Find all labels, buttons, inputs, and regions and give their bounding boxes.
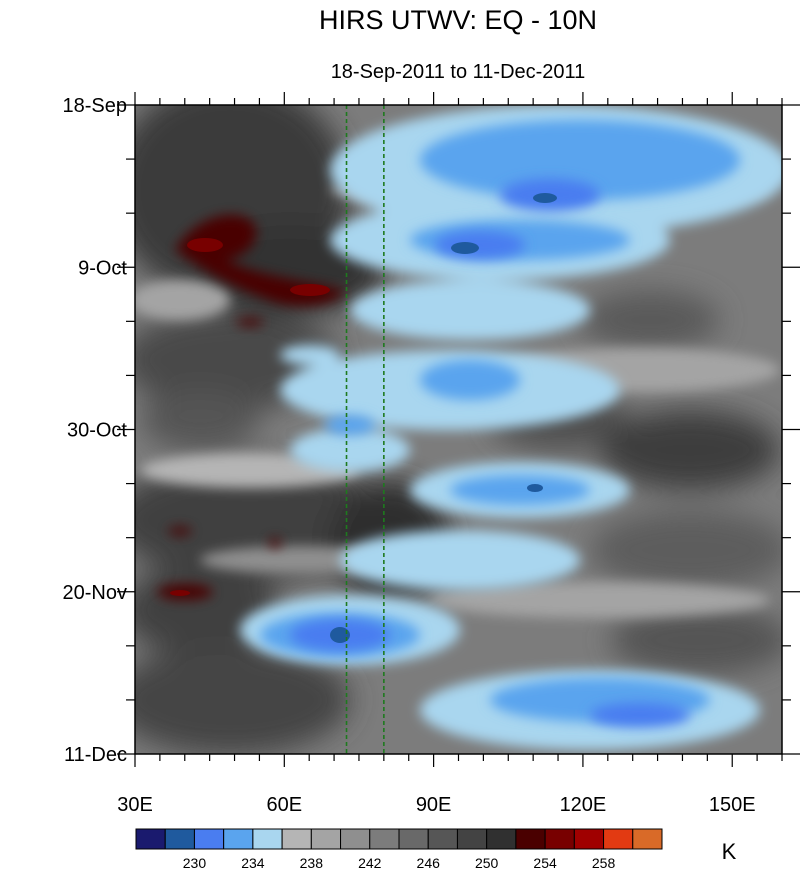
y-axis: 18-Sep 9-Oct 30-Oct 20-Nov 11-Dec bbox=[63, 95, 800, 766]
colorbar-swatch bbox=[486, 828, 517, 850]
x-tick-label: 60E bbox=[267, 794, 303, 816]
colorbar-label: 234 bbox=[241, 855, 265, 869]
colorbar-swatch bbox=[515, 828, 546, 850]
colorbar-swatch bbox=[164, 828, 195, 850]
colorbar-swatch bbox=[310, 828, 342, 850]
colorbar-swatch bbox=[135, 828, 166, 850]
y-tick-label: 11-Dec bbox=[64, 744, 127, 766]
colorbar-swatch bbox=[252, 828, 283, 850]
x-axis: 30E 60E 90E 120E 150E bbox=[117, 92, 783, 816]
x-tick-label: 90E bbox=[416, 794, 452, 816]
reference-lines bbox=[345, 105, 385, 754]
y-tick-label: 20-Nov bbox=[63, 582, 127, 604]
colorbar-label: 246 bbox=[417, 855, 441, 869]
colorbar-swatch bbox=[573, 828, 605, 850]
x-tick-label: 120E bbox=[560, 794, 607, 816]
colorbar-swatch bbox=[281, 828, 312, 850]
colorbar-swatch bbox=[193, 828, 225, 850]
y-tick-label: 9-Oct bbox=[78, 257, 127, 279]
colorbar-label: 250 bbox=[475, 855, 499, 869]
y-tick-label: 18-Sep bbox=[63, 95, 128, 117]
colorbar-swatch bbox=[340, 828, 371, 850]
colorbar-swatch bbox=[632, 828, 663, 850]
colorbar-swatch bbox=[369, 828, 400, 850]
moist-region-extreme bbox=[330, 193, 557, 643]
colorbar-swatch bbox=[427, 828, 458, 850]
colorbar-swatch bbox=[398, 828, 429, 850]
chart-subtitle: 18-Sep-2011 to 11-Dec-2011 bbox=[331, 61, 586, 83]
colorbar-label: 238 bbox=[300, 855, 324, 869]
colorbar-swatch bbox=[223, 828, 254, 850]
y-tick-label: 30-Oct bbox=[67, 420, 127, 442]
colorbar-swatch bbox=[603, 828, 634, 850]
x-tick-label: 150E bbox=[709, 794, 756, 816]
colorbar-label: 230 bbox=[183, 855, 207, 869]
colorbar: 230 234 238 242 246 250 254 258 bbox=[135, 828, 663, 869]
chart-title: HIRS UTWV: EQ - 10N bbox=[319, 5, 597, 35]
dry-extreme-core bbox=[170, 238, 330, 596]
colorbar-label: 258 bbox=[592, 855, 616, 869]
colorbar-label: 254 bbox=[533, 855, 557, 869]
x-tick-label: 30E bbox=[117, 794, 153, 816]
colorbar-label: 242 bbox=[358, 855, 382, 869]
colorbar-units: K bbox=[722, 839, 737, 864]
plot-area bbox=[135, 105, 782, 754]
colorbar-swatch bbox=[456, 828, 488, 850]
colorbar-swatch bbox=[544, 828, 575, 850]
